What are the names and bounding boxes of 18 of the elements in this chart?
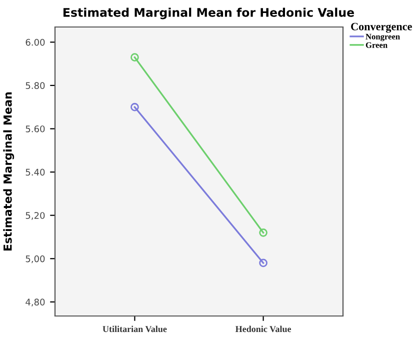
y-tick-label: 5.40 <box>26 168 45 176</box>
x-tick-label: Utilitarian Value <box>102 326 167 332</box>
point <box>259 228 268 237</box>
y-tick-label: 5.80 <box>26 82 45 90</box>
chart-title: Estimated Marginal Mean for Hedonic Value <box>64 8 354 20</box>
point <box>259 258 268 268</box>
y-tick-label: 6.00 <box>26 38 45 46</box>
legend-label: Nongreen <box>366 34 400 42</box>
x-tick-label: Hedonic Value <box>235 326 292 332</box>
point <box>130 102 139 112</box>
legend-label: Green <box>366 42 388 48</box>
y-tick-label: 5.60 <box>26 125 45 132</box>
y-tick-label: 5,00 <box>26 255 45 264</box>
legend-title: Convergence <box>351 22 412 33</box>
y-tick-label: 5,20 <box>26 212 45 220</box>
point <box>130 53 139 62</box>
y-tick-label: 4,80 <box>26 298 45 306</box>
y-axis-title: Estimated Marginal Mean <box>3 92 14 250</box>
